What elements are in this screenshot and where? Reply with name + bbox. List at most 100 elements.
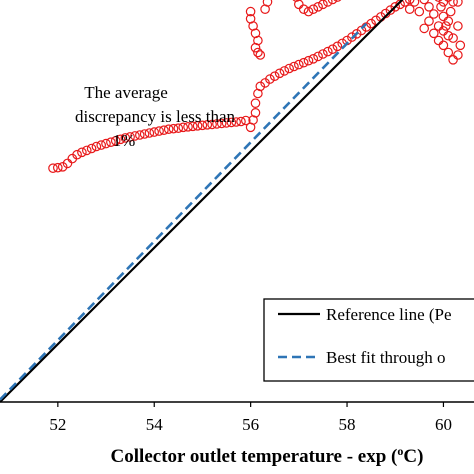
data-point — [448, 54, 458, 65]
plot-area: 52 54 56 58 60 — [0, 0, 474, 434]
data-point — [303, 6, 314, 17]
data-point — [294, 0, 304, 10]
data-point — [404, 4, 415, 14]
x-axis-label: Collector outlet temperature - exp (oC) — [111, 444, 424, 467]
data-point — [419, 23, 429, 34]
data-point — [441, 21, 451, 31]
legend-label-best-fit: Best fit through o — [326, 348, 445, 367]
data-point — [91, 141, 102, 152]
data-point — [72, 149, 82, 160]
data-point — [453, 21, 463, 31]
data-point — [168, 123, 179, 134]
data-point — [308, 53, 319, 64]
reference-line — [0, 0, 404, 403]
x-tick-label: 56 — [242, 415, 259, 434]
data-point — [303, 55, 314, 66]
data-point — [120, 133, 131, 143]
data-point — [139, 129, 150, 139]
data-point — [149, 127, 159, 137]
data-point — [250, 108, 261, 118]
data-point — [173, 123, 184, 133]
data-point — [322, 46, 333, 57]
data-point — [419, 0, 429, 5]
data-point — [443, 30, 454, 41]
x-ticks: 52 54 56 58 60 — [49, 402, 452, 434]
data-point — [57, 162, 68, 172]
data-point — [308, 4, 319, 14]
data-point — [253, 47, 263, 58]
data-point — [443, 16, 454, 26]
data-point — [231, 117, 241, 127]
data-point — [313, 2, 323, 12]
data-point — [163, 124, 174, 134]
data-point — [48, 163, 58, 173]
data-point — [453, 50, 463, 60]
data-point — [188, 121, 198, 132]
data-point — [332, 41, 343, 52]
data-point — [414, 6, 425, 17]
x-axis-label-main: Collector outlet temperature - exp ( — [111, 446, 398, 467]
data-point — [207, 119, 217, 130]
data-point — [390, 2, 400, 12]
data-point — [250, 98, 261, 108]
data-point — [178, 122, 188, 133]
data-point — [448, 33, 458, 43]
legend-box — [263, 298, 474, 382]
data-point — [284, 63, 294, 74]
data-point — [101, 138, 111, 149]
data-point — [333, 0, 342, 2]
data-point — [96, 140, 106, 150]
data-point — [159, 125, 169, 135]
data-point — [453, 0, 463, 7]
data-point — [404, 0, 415, 5]
data-point — [443, 47, 454, 58]
data-point — [236, 116, 246, 127]
data-point — [356, 25, 367, 36]
data-point — [135, 130, 145, 140]
data-point — [279, 66, 290, 76]
data-point — [455, 40, 466, 51]
data-point — [154, 126, 164, 136]
data-point — [262, 0, 273, 7]
data-point — [438, 26, 449, 36]
x-tick-label: 52 — [49, 415, 66, 434]
data-point — [221, 118, 232, 128]
data-point — [110, 136, 121, 146]
data-point — [395, 0, 405, 10]
data-point — [351, 28, 362, 39]
data-point — [327, 44, 338, 54]
data-point — [436, 2, 446, 12]
data-point — [409, 0, 420, 7]
data-point — [347, 32, 357, 42]
data-markers — [48, 0, 466, 173]
data-point — [144, 128, 155, 138]
data-point — [125, 132, 135, 142]
data-point — [289, 61, 299, 72]
data-point — [424, 16, 434, 26]
data-point — [250, 42, 261, 53]
best-fit-line — [0, 22, 368, 401]
data-point — [433, 35, 444, 46]
data-point — [245, 6, 256, 17]
data-point — [241, 115, 251, 126]
data-point — [444, 0, 453, 2]
data-point — [130, 131, 140, 141]
data-point — [298, 4, 309, 14]
legend-label-reference: Reference line (Pe — [326, 305, 452, 324]
data-point — [428, 28, 439, 39]
data-point — [52, 162, 63, 173]
x-axis-label-sup: o — [397, 444, 403, 458]
data-point — [448, 0, 458, 7]
data-point — [212, 119, 222, 129]
data-point — [298, 57, 309, 68]
data-point — [318, 49, 328, 59]
x-tick-label: 58 — [339, 415, 356, 434]
data-point — [318, 0, 328, 10]
data-point — [202, 120, 213, 130]
x-tick-label: 60 — [435, 415, 452, 434]
data-point — [115, 134, 126, 145]
data-point — [366, 18, 376, 29]
data-point — [216, 118, 227, 129]
data-point — [274, 68, 285, 79]
